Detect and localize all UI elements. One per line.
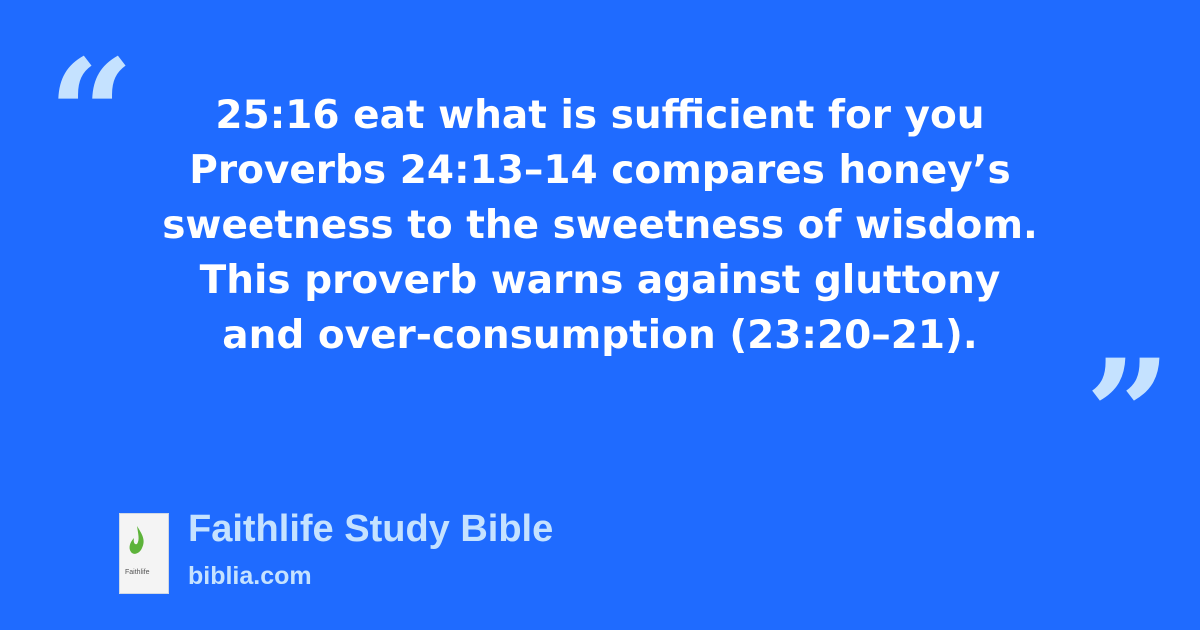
cover-brand: Faithlife xyxy=(125,569,150,576)
quote-line: sweetness to the sweetness of wisdom. xyxy=(162,203,1038,248)
quote-line: and over-consumption (23:20–21). xyxy=(222,313,978,358)
quote-line: Proverbs 24:13–14 compares honey’s xyxy=(189,148,1011,193)
open-quote-icon: “ xyxy=(48,27,135,203)
book-title: Faithlife Study Bible xyxy=(188,508,554,550)
site-link[interactable]: biblia.com xyxy=(188,562,312,590)
quote-text: 25:16 eat what is sufficient for you Pro… xyxy=(110,88,1090,363)
quote-line: 25:16 eat what is sufficient for you xyxy=(215,93,985,138)
quote-line: This proverb warns against gluttony xyxy=(199,258,1001,303)
flame-logo-icon xyxy=(129,526,144,554)
close-quote-icon: ” xyxy=(1085,327,1172,503)
book-cover: Faithlife xyxy=(119,513,169,594)
